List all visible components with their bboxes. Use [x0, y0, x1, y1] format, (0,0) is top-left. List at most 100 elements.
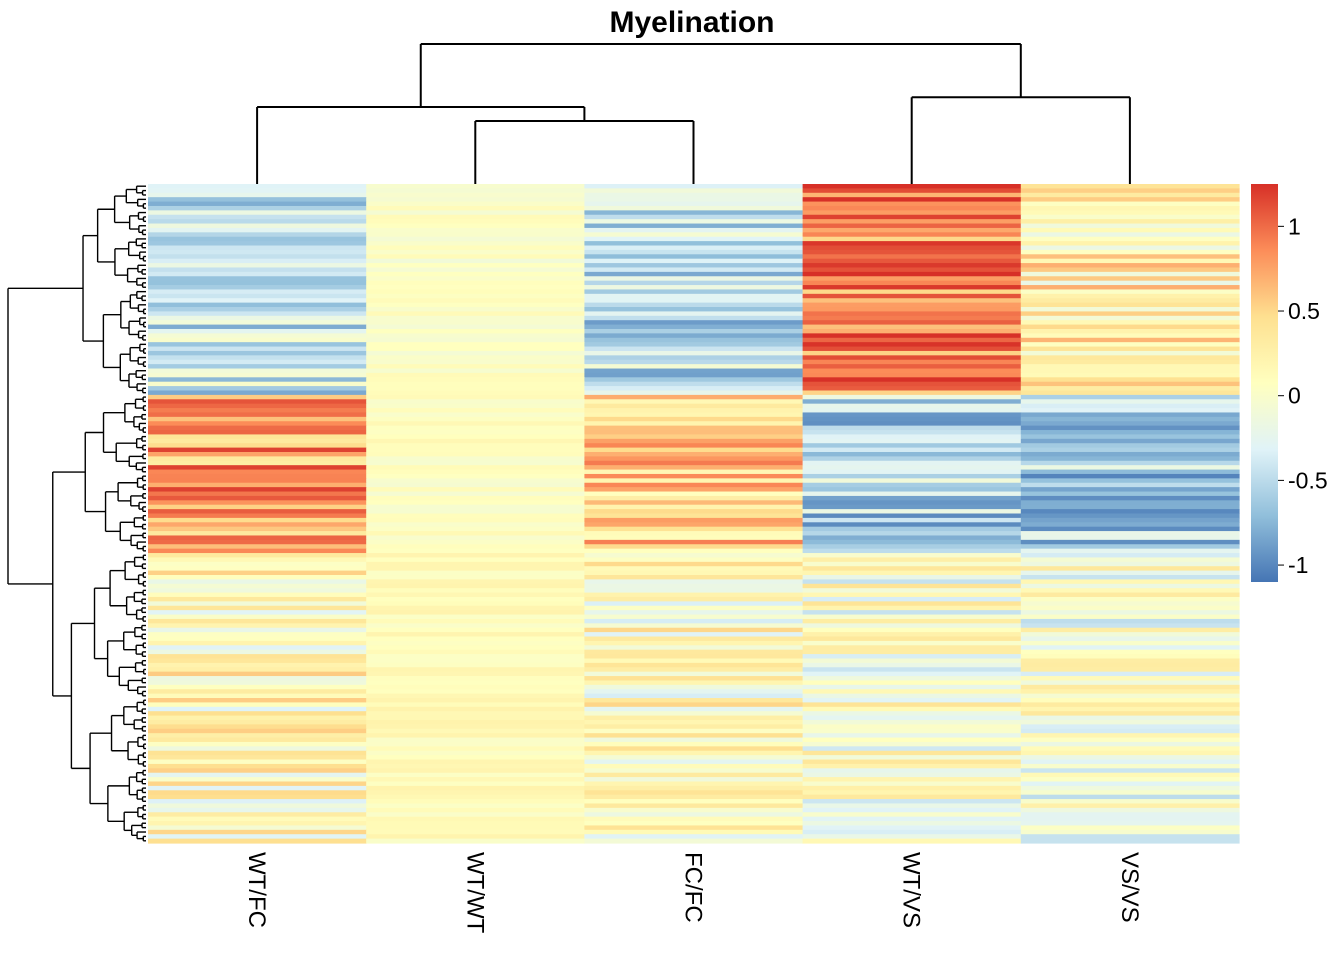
heatmap-cell	[584, 469, 804, 475]
heatmap-cell	[366, 737, 585, 743]
heatmap-cell	[802, 482, 1022, 488]
heatmap-cell	[148, 311, 367, 317]
heatmap-cell	[1020, 759, 1240, 765]
heatmap-cell	[148, 368, 367, 374]
heatmap-cell	[584, 816, 804, 822]
heatmap-cell	[584, 241, 804, 247]
heatmap-cell	[366, 526, 585, 532]
heatmap-cell	[148, 649, 367, 655]
heatmap-cell	[148, 684, 367, 690]
heatmap-cell	[584, 394, 804, 400]
heatmap-cell	[366, 658, 585, 664]
heatmap-cell	[366, 236, 585, 242]
heatmap-cell	[584, 645, 804, 651]
heatmap-cell	[584, 553, 804, 559]
heatmap-cell	[802, 825, 1022, 831]
heatmap-cell	[802, 781, 1022, 787]
heatmap-cell	[802, 517, 1022, 523]
heatmap-cell	[148, 487, 367, 493]
heatmap-cell	[802, 188, 1022, 194]
heatmap-cell	[1020, 408, 1240, 414]
heatmap-cell	[584, 473, 804, 479]
heatmap-cell	[1020, 544, 1240, 550]
heatmap-cell	[802, 649, 1022, 655]
heatmap-cell	[584, 825, 804, 831]
heatmap-cell	[584, 790, 804, 796]
heatmap-cell	[584, 698, 804, 704]
heatmap-cell	[584, 618, 804, 624]
heatmap-cell	[802, 403, 1022, 409]
heatmap-cell	[366, 293, 585, 299]
heatmap-cell	[366, 592, 585, 598]
heatmap-cell	[802, 258, 1022, 264]
heatmap-cell	[584, 438, 804, 444]
heatmap-cell	[366, 544, 585, 550]
heatmap-cell	[366, 618, 585, 624]
heatmap-cell	[802, 579, 1022, 585]
heatmap-cell	[366, 403, 585, 409]
heatmap-cell	[584, 561, 804, 567]
heatmap-cell	[584, 408, 804, 414]
heatmap-cell	[802, 614, 1022, 620]
column-label: FC/FC	[680, 852, 707, 923]
legend-color-bar	[1251, 184, 1278, 582]
heatmap-cell	[802, 227, 1022, 233]
heatmap-cell	[148, 768, 367, 774]
heatmap-cell	[366, 302, 585, 308]
heatmap-cell	[366, 214, 585, 220]
heatmap-cell	[1020, 403, 1240, 409]
heatmap-cell	[366, 522, 585, 528]
heatmap-cell	[1020, 355, 1240, 361]
heatmap-cell	[802, 759, 1022, 765]
heatmap-cell	[584, 500, 804, 506]
heatmap-cell	[1020, 368, 1240, 374]
heatmap-cell	[366, 328, 585, 334]
heatmap-cell	[584, 359, 804, 365]
heatmap-cell	[366, 799, 585, 805]
heatmap-cell	[366, 627, 585, 633]
heatmap-cell	[148, 412, 367, 418]
heatmap-cell	[1020, 421, 1240, 427]
heatmap-cell	[148, 698, 367, 704]
heatmap-cell	[366, 623, 585, 629]
heatmap-cell	[366, 794, 585, 800]
heatmap-cell	[584, 834, 804, 840]
heatmap-cell	[1020, 214, 1240, 220]
heatmap-cell	[584, 293, 804, 299]
heatmap-cell	[366, 205, 585, 211]
heatmap-cell	[366, 649, 585, 655]
heatmap-cell	[1020, 654, 1240, 660]
heatmap-cell	[148, 601, 367, 607]
heatmap-cell	[148, 197, 367, 203]
color-legend: -1 -0.5 0 0.5 1	[1251, 184, 1328, 582]
heatmap-cell	[1020, 592, 1240, 598]
heatmap-cell	[584, 478, 804, 484]
heatmap-cell	[802, 434, 1022, 440]
heatmap-cell	[584, 302, 804, 308]
heatmap-cell	[1020, 359, 1240, 365]
heatmap-cell	[148, 473, 367, 479]
heatmap-cell	[366, 408, 585, 414]
heatmap-cell	[366, 271, 585, 277]
heatmap-cell	[148, 192, 367, 198]
heatmap-cell	[366, 263, 585, 269]
heatmap-cell	[1020, 293, 1240, 299]
heatmap-cell	[584, 772, 804, 778]
heatmap-cell	[1020, 711, 1240, 717]
heatmap-cell	[148, 372, 367, 378]
heatmap-cell	[366, 377, 585, 383]
heatmap-cell	[802, 803, 1022, 809]
heatmap-cell	[148, 478, 367, 484]
heatmap-cell	[1020, 702, 1240, 708]
heatmap-cell	[1020, 522, 1240, 528]
heatmap-cell	[1020, 342, 1240, 348]
heatmap-cell	[148, 460, 367, 466]
heatmap-cell	[802, 741, 1022, 747]
heatmap-cell	[148, 583, 367, 589]
heatmap-cell	[366, 790, 585, 796]
heatmap-cell	[148, 632, 367, 638]
heatmap-cell	[802, 693, 1022, 699]
heatmap-cell	[1020, 777, 1240, 783]
heatmap-cell	[802, 816, 1022, 822]
